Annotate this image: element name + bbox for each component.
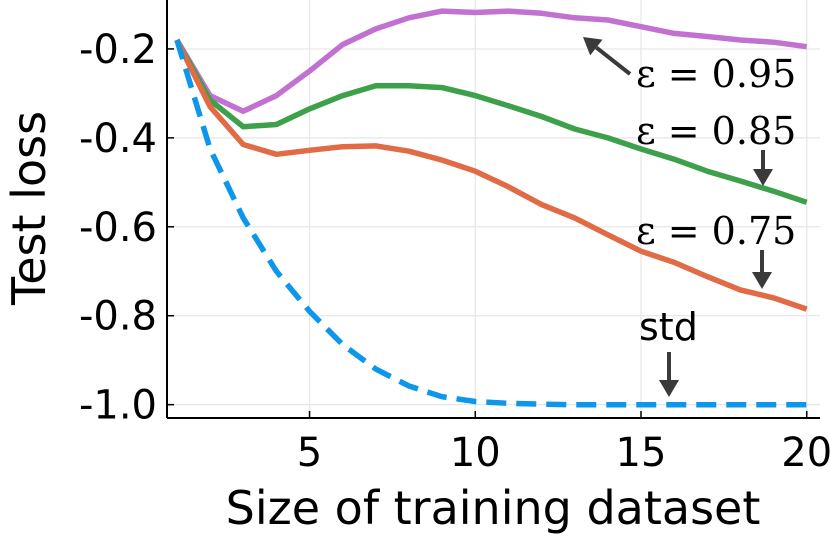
x-axis-title: Size of training dataset [226, 481, 761, 534]
x-tick-label: 20 [781, 430, 830, 476]
arrow-head [583, 37, 603, 56]
y-tick-label: -1.0 [79, 383, 157, 429]
series-line [174, 8, 808, 114]
y-tick-label: -0.6 [79, 205, 157, 251]
y-tick-label: -0.4 [79, 116, 157, 162]
x-tick-label: 10 [450, 430, 501, 476]
annotation-label: std [639, 305, 698, 349]
annotation-label: ε = 0.75 [636, 209, 796, 253]
series-line [174, 39, 807, 408]
arrow-shaft [595, 45, 632, 76]
arrow-head [659, 380, 679, 397]
arrow-head [753, 169, 773, 186]
series-lines [174, 8, 808, 408]
y-tick-label: -0.2 [79, 27, 157, 73]
arrow-head [752, 272, 772, 289]
series-line [174, 38, 808, 312]
y-axis-title: Test loss [2, 111, 56, 306]
annotations: ε = 0.95 ε = 0.85 ε = 0.75 std [583, 37, 796, 397]
x-tick-label: 15 [616, 430, 667, 476]
axes [166, 0, 820, 419]
x-tick-label: 5 [297, 430, 322, 476]
tick-labels: 5 10 15 20 -1.0 -0.8 -0.6 -0.4 -0.2 [79, 27, 830, 476]
y-tick-label: -0.8 [79, 294, 157, 340]
annotation-label: ε = 0.95 [636, 52, 796, 96]
series-line [174, 38, 808, 205]
annotation-label: ε = 0.85 [636, 109, 796, 153]
